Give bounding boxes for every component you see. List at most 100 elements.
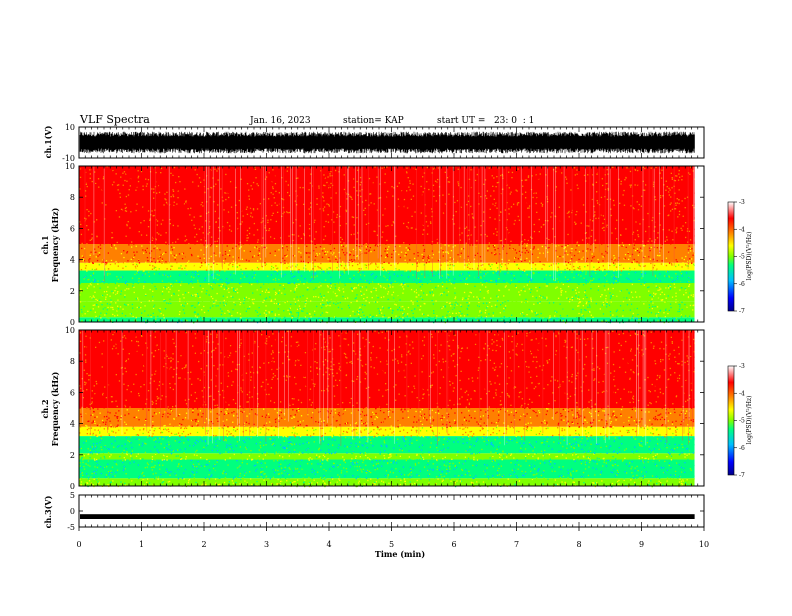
ch1-spectrogram-speckle <box>195 269 196 270</box>
ch1-spectrogram-speckle <box>677 278 678 279</box>
ch1-spectrogram-speckle <box>157 316 158 317</box>
ch1-spectrogram-speckle <box>478 305 479 306</box>
ch1-spectrogram-speckle <box>442 293 443 294</box>
ch1-spectrogram-speckle <box>530 280 531 281</box>
ch1-spectrogram-speckle <box>382 267 383 268</box>
ch1-spectrogram-speckle <box>286 295 287 296</box>
ch1-spectrogram-speckle <box>438 285 439 286</box>
ch1-spectrogram-speckle <box>182 307 183 308</box>
ch1-spectrogram-speckle <box>501 266 502 267</box>
ch1-spectrogram-speckle <box>444 277 445 278</box>
ch1-spectrogram-speckle <box>217 263 218 264</box>
ch1-spectrogram-speckle <box>121 291 122 292</box>
ch1-spectrogram-speckle <box>402 306 403 307</box>
ch1-spectrogram-speckle <box>592 257 593 258</box>
ch1-spectrogram-speckle <box>436 200 437 201</box>
ch1-spectrogram-speckle <box>445 251 446 252</box>
ch1-spectrogram-speckle <box>205 320 206 321</box>
ch1-spectrogram-speckle <box>197 317 198 318</box>
ch1-spectrogram-speckle <box>376 265 377 266</box>
ch1-spectrogram-speckle <box>668 295 669 296</box>
ch1-spectrogram-speckle <box>293 276 294 277</box>
ch1-spectrogram-speckle <box>270 315 271 316</box>
ch1-spectrogram-speckle <box>241 248 242 249</box>
ch1-spectrogram-speckle <box>321 307 322 308</box>
ch1-spectrogram-speckle <box>411 314 412 315</box>
ch1-spectrogram-speckle <box>373 293 374 294</box>
ch1-spectrogram-speckle <box>379 313 380 314</box>
ch1-spectrogram-speckle <box>628 279 629 280</box>
ch1-spectrogram-speckle <box>195 274 196 275</box>
ch1-spectrogram-speckle <box>605 275 606 276</box>
ch1-spectrogram-speckle <box>424 289 425 290</box>
ch1-spectrogram-speckle <box>271 274 272 275</box>
ch1-spectrogram-speckle <box>533 304 534 305</box>
ch1-spectrogram-speckle <box>328 273 329 274</box>
ch1-spectrogram-speckle <box>220 306 221 307</box>
ch1-spectrogram-speckle <box>503 295 504 296</box>
ch1-spectrogram-speckle <box>486 291 487 292</box>
ch1-spectrogram-speckle <box>679 244 680 245</box>
ch1-spectrogram-speckle <box>571 272 572 273</box>
ch1-spectrogram-speckle <box>689 284 690 285</box>
ch1-spectrogram-speckle <box>667 313 668 314</box>
ch1-spectrogram-speckle <box>172 276 173 277</box>
ch1-spectrogram-speckle <box>162 319 163 320</box>
ch1-spectrogram-speckle <box>557 294 558 295</box>
ch1-spectrogram-speckle <box>203 232 204 233</box>
ch1-spectrogram-speckle <box>560 304 561 305</box>
ch1-spectrogram-speckle <box>568 262 569 263</box>
ch1-spectrogram-speckle <box>220 302 221 303</box>
ch1-spectrogram-speckle <box>418 275 419 276</box>
ch1-spectrogram-speckle <box>188 296 189 297</box>
ch1-spectrogram-speckle <box>516 264 517 265</box>
ch1-spectrogram-speckle <box>365 317 366 318</box>
ch1-spectrogram-speckle <box>614 298 615 299</box>
ch1-spectrogram-speckle <box>91 285 92 286</box>
ch1-spectrogram-speckle <box>95 252 96 253</box>
ch1-spectrogram-speckle <box>408 258 409 259</box>
ch1-spectrogram-speckle <box>589 311 590 312</box>
ch1-spectrogram-speckle <box>364 279 365 280</box>
ch1-spectrogram-speckle <box>502 320 503 321</box>
ch1-spectrogram-speckle <box>232 266 233 267</box>
ch1-spectrogram-speckle <box>412 264 413 265</box>
ch1-spectrogram-speckle <box>284 263 285 264</box>
ch1-spectrogram-speckle <box>479 298 480 299</box>
ch1-spectrogram-speckle <box>94 281 95 282</box>
ch1-spectrogram-speckle <box>257 312 258 313</box>
ch1-spectrogram-speckle <box>284 317 285 318</box>
ch1-spectrogram-speckle <box>171 250 172 251</box>
ch1-spectrogram-speckle <box>321 269 322 270</box>
ch1-spectrogram-speckle <box>275 305 276 306</box>
ch1-spectrogram-speckle <box>96 256 97 257</box>
ch1-spectrogram-speckle <box>369 291 370 292</box>
ch1-spectrogram-speckle <box>540 296 541 297</box>
ch1-spectrogram-speckle <box>446 316 447 317</box>
ch1-spectrogram-speckle <box>281 293 282 294</box>
ch1-spectrogram-speckle <box>328 292 329 293</box>
ch1-spectrogram-speckle <box>162 256 163 257</box>
ch1-spectrogram-speckle <box>493 245 494 246</box>
ch1-spectrogram-speckle <box>320 285 321 286</box>
ch1-spectrogram-speckle <box>626 249 627 250</box>
ch1-spectrogram-speckle <box>403 288 404 289</box>
ch1-spectrogram-speckle <box>134 262 135 263</box>
ch1-spectrogram-speckle <box>404 271 405 272</box>
ch1-spectrogram-speckle <box>226 278 227 279</box>
ch1-spectrogram-speckle <box>588 278 589 279</box>
ch1-spectrogram-speckle <box>590 280 591 281</box>
ch1-spectrogram-speckle <box>147 305 148 306</box>
ch1-spectrogram-speckle <box>322 312 323 313</box>
ch1-spectrogram-speckle <box>551 191 552 192</box>
ch1-spectrogram-speckle <box>672 308 673 309</box>
ch1-spectrogram-speckle <box>99 300 100 301</box>
ch1-spectrogram-speckle <box>589 304 590 305</box>
ch1-spectrogram-speckle <box>653 293 654 294</box>
ch1-spectrogram-speckle <box>644 296 645 297</box>
ch1-spectrogram-speckle <box>134 284 135 285</box>
ch1-spectrogram-speckle <box>414 253 415 254</box>
ch1-spectrogram-speckle <box>528 252 529 253</box>
ch1-spectrogram-speckle <box>329 305 330 306</box>
ch1-spectrogram-speckle <box>375 288 376 289</box>
